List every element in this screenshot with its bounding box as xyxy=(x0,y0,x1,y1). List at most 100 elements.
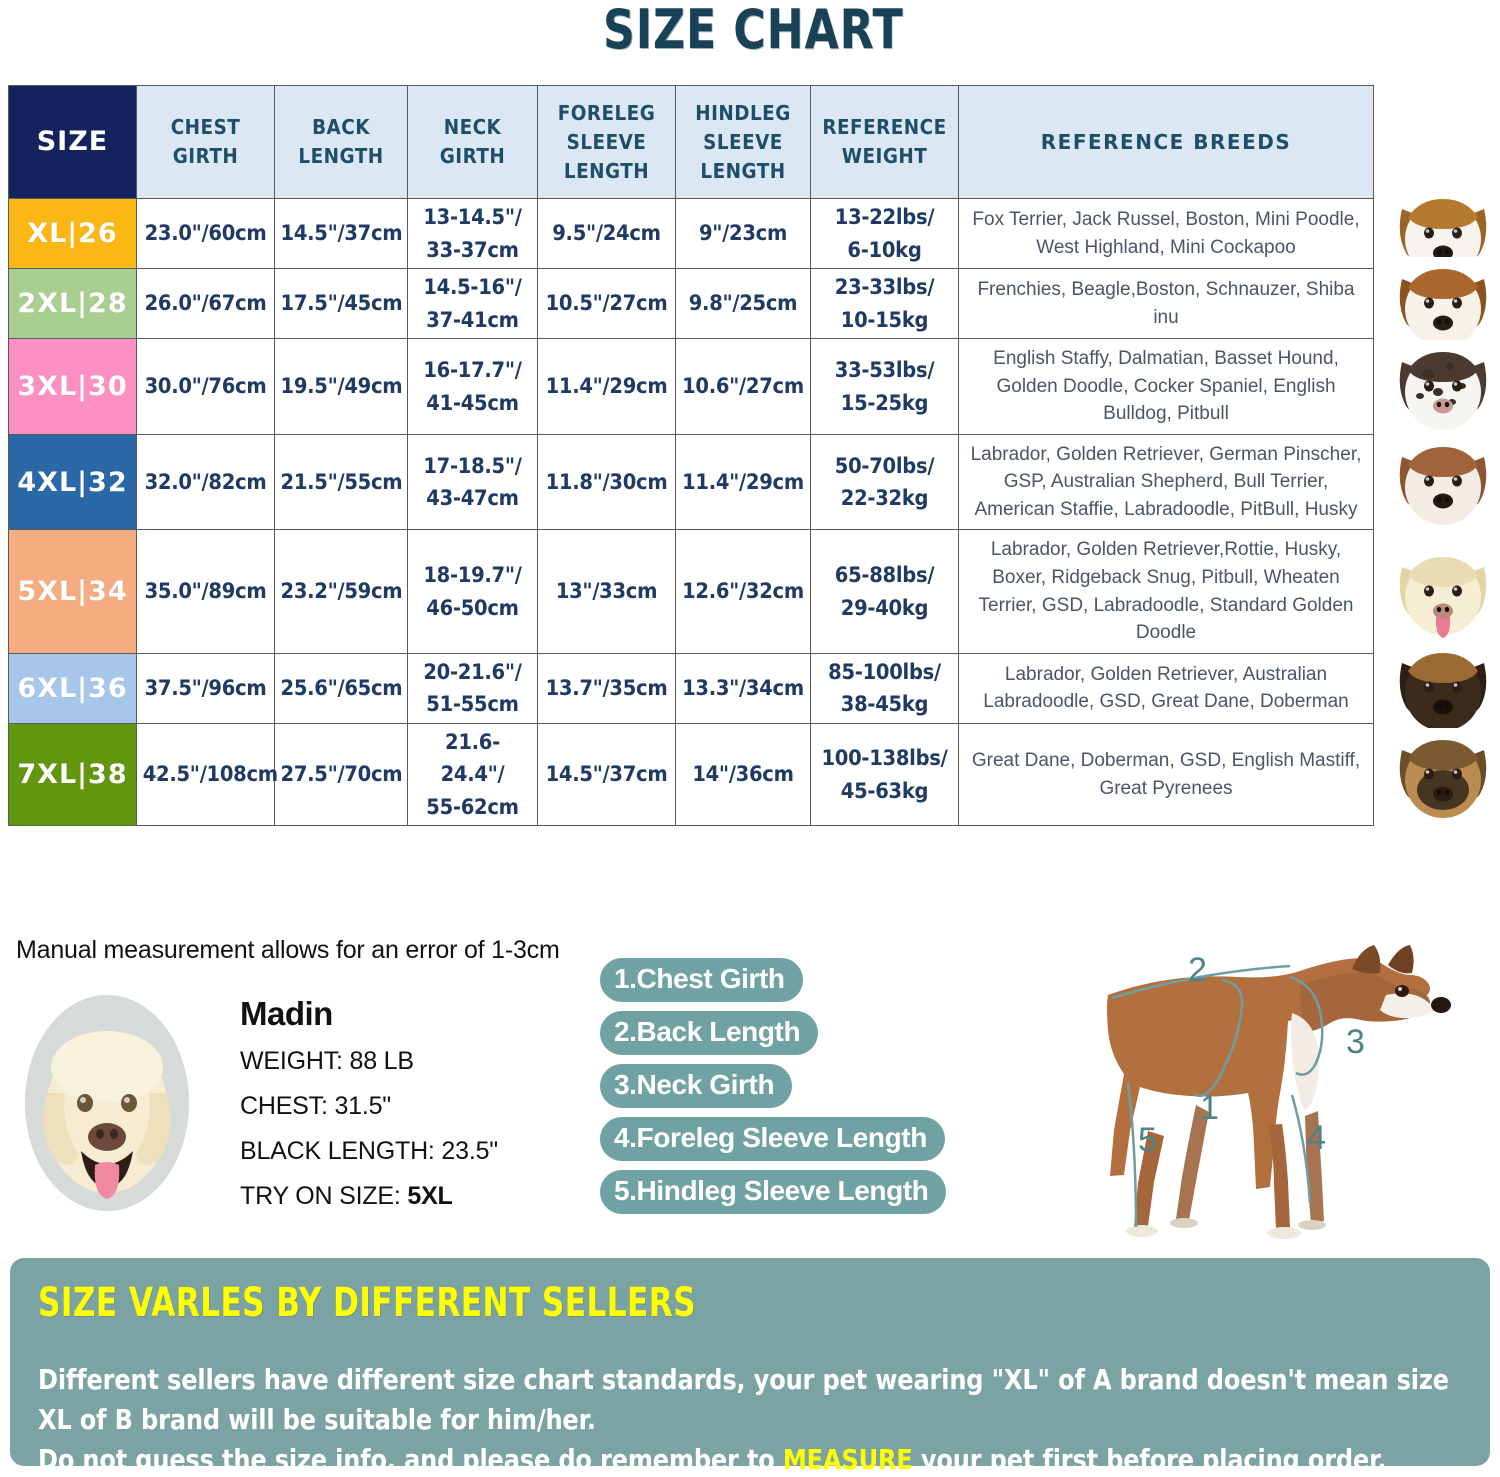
foreleg-line xyxy=(1290,1094,1312,1204)
header-row: SIZE CHEST GIRTH BACK LENGTH NECK GIRTH xyxy=(8,85,1374,199)
back-length-cell: 27.5"/70cm xyxy=(274,722,408,827)
header-line: GIRTH xyxy=(172,144,239,168)
size-label-cell: 4XL|32 xyxy=(8,433,137,531)
disclaimer-line-3-a: Do not guess the size info, and please d… xyxy=(38,1442,783,1476)
neck-girth-cell: 13-14.5"/33-37cm xyxy=(407,197,538,270)
chest-girth-cell: 26.0"/67cm xyxy=(136,268,275,340)
chest-girth-cell: 35.0"/89cm xyxy=(136,529,275,654)
size-label-cell: 7XL|38 xyxy=(8,722,137,827)
header-line: LENGTH xyxy=(298,144,384,168)
size-label-cell: XL|26 xyxy=(8,197,137,270)
chest-girth-cell: 37.5"/96cm xyxy=(136,652,275,724)
foreleg-sleeve-cell: 13.7"/35cm xyxy=(537,652,676,724)
chest-girth-cell: 42.5"/108cm xyxy=(136,722,278,827)
header-line: LENGTH xyxy=(700,158,786,183)
size-label-cell: 6XL|36 xyxy=(8,652,137,724)
back-length-cell: 19.5"/49cm xyxy=(274,338,408,435)
diagram-marker-2: 2 xyxy=(1188,951,1207,989)
legend-pill-3: 3.Neck Girth xyxy=(600,1064,793,1108)
size-label-cell: 2XL|28 xyxy=(8,268,137,340)
hindleg-sleeve-cell: 14"/36cm xyxy=(675,722,811,827)
back-length-cell: 25.6"/65cm xyxy=(274,652,408,724)
foreleg-sleeve-cell: 13"/33cm xyxy=(537,529,676,654)
neck-girth-cell: 20-21.6"/51-55cm xyxy=(407,652,538,724)
back-length-cell: 21.5"/55cm xyxy=(274,433,408,531)
reference-weight-cell: 23-33lbs/10-15kg xyxy=(810,268,959,340)
disclaimer-line-1: Different sellers have different size ch… xyxy=(38,1363,1449,1396)
neck-girth-loop xyxy=(1289,975,1324,1076)
column-header-back-length: BACK LENGTH xyxy=(274,85,408,199)
header-line: WEIGHT xyxy=(841,144,928,168)
table-row: 4XL|32 32.0"/82cm 21.5"/55cm 17-18.5"/43-47… xyxy=(8,433,1374,531)
header-line: CHEST xyxy=(170,115,241,139)
column-header-chest-girth: CHEST GIRTH xyxy=(136,85,275,199)
disclaimer-measure-highlight: MEASURE xyxy=(782,1442,913,1476)
table-row: 6XL|36 37.5"/96cm 25.6"/65cm 20-21.6"/51-55… xyxy=(8,652,1374,724)
header-line: BACK xyxy=(312,115,370,139)
profile-weight: WEIGHT: 88 LB xyxy=(240,1047,414,1075)
reference-weight-cell: 33-53lbs/15-25kg xyxy=(810,338,959,435)
breed-photo-gsd-icon xyxy=(1384,641,1500,736)
chest-girth-cell: 32.0"/82cm xyxy=(136,433,275,531)
hindleg-sleeve-cell: 9.8"/25cm xyxy=(675,268,811,340)
reference-weight-cell: 100-138lbs/45-63kg xyxy=(810,722,959,827)
dog-measurement-diagram: 2 3 1 4 5 xyxy=(1000,935,1500,1250)
header-line: SLEEVE xyxy=(703,129,783,154)
legend-pill-4: 4.Foreleg Sleeve Length xyxy=(600,1117,945,1161)
table-row: 7XL|38 42.5"/108cm 27.5"/70cm 21.6-24.4"/55… xyxy=(8,722,1374,827)
hindleg-sleeve-cell: 12.6"/32cm xyxy=(675,529,811,654)
header-line: REFERENCE xyxy=(822,115,947,139)
labrador-portrait-icon xyxy=(25,995,189,1211)
table-row: XL|26 23.0"/60cm 14.5"/37cm 13-14.5"/33-37c… xyxy=(8,197,1374,270)
legend-pill-5: 5.Hindleg Sleeve Length xyxy=(600,1170,947,1214)
table-header: SIZE CHEST GIRTH BACK LENGTH NECK GIRTH xyxy=(8,85,1374,199)
disclaimer-line-3: Do not guess the size info, and please d… xyxy=(38,1440,1459,1477)
foreleg-sleeve-cell: 11.8"/30cm xyxy=(537,433,676,531)
column-header-size: SIZE xyxy=(8,85,137,199)
reference-weight-cell: 50-70lbs/22-32kg xyxy=(810,433,959,531)
header-line: SLEEVE xyxy=(566,129,647,154)
measurement-lines xyxy=(1111,964,1324,1228)
back-length-cell: 17.5"/45cm xyxy=(274,268,408,340)
legend-pill-1: 1.Chest Girth xyxy=(600,958,803,1002)
disclaimer-body: Different sellers have different size ch… xyxy=(38,1360,1459,1477)
hindleg-sleeve-cell: 9"/23cm xyxy=(675,197,811,270)
disclaimer-line-3-b: your pet first before placing order. xyxy=(912,1442,1387,1476)
breed-photo-labrador-icon xyxy=(1384,544,1500,639)
diagram-markers: 2 3 1 4 5 xyxy=(1138,951,1365,1159)
column-header-hindleg-sleeve-length: HINDLEG SLEEVE LENGTH xyxy=(675,85,811,199)
disclaimer-banner: SIZE VARLES BY DIFFERENT SELLERS Differe… xyxy=(10,1258,1490,1476)
header-line: NECK xyxy=(443,115,502,139)
hindleg-line xyxy=(1126,1082,1138,1228)
dog-body-shape xyxy=(1107,945,1451,1239)
profile-name: Madin xyxy=(240,995,333,1032)
dog-side-view-illustration: 2 3 1 4 5 xyxy=(1107,945,1451,1239)
table-row: 2XL|28 26.0"/67cm 17.5"/45cm 14.5-16"/37-41… xyxy=(8,268,1374,340)
size-label-cell: 5XL|34 xyxy=(8,529,137,654)
table-body: XL|26 23.0"/60cm 14.5"/37cm 13-14.5"/33-37c… xyxy=(8,197,1374,827)
foreleg-sleeve-cell: 14.5"/37cm xyxy=(537,722,676,827)
reference-breeds-cell: Frenchies, Beagle,Boston, Schnauzer, Shi… xyxy=(958,268,1374,340)
profile-chest: CHEST: 31.5" xyxy=(240,1092,391,1120)
chest-girth-cell: 23.0"/60cm xyxy=(136,197,275,270)
breed-photo-dalmatian-icon xyxy=(1384,339,1500,434)
hindleg-sleeve-cell: 13.3"/34cm xyxy=(675,652,811,724)
chest-girth-cell: 30.0"/76cm xyxy=(136,338,275,435)
profile-back-length: BLACK LENGTH: 23.5" xyxy=(240,1137,498,1165)
diagram-marker-1: 1 xyxy=(1200,1089,1219,1127)
foreleg-sleeve-cell: 10.5"/27cm xyxy=(537,268,676,340)
breed-photo-mastiff-icon xyxy=(1384,727,1500,822)
column-header-reference-weight: REFERENCE WEIGHT xyxy=(810,85,959,199)
neck-girth-cell: 14.5-16"/37-41cm xyxy=(407,268,538,340)
reference-breeds-cell: Labrador, Golden Retriever, Australian L… xyxy=(958,652,1374,724)
breed-photo-beagle-icon xyxy=(1384,256,1500,351)
neck-girth-cell: 17-18.5"/43-47cm xyxy=(407,433,538,531)
hindleg-sleeve-cell: 11.4"/29cm xyxy=(675,433,811,531)
reference-breeds-cell: Labrador, Golden Retriever,Rottie, Husky… xyxy=(958,529,1374,654)
disclaimer-line-2: XL of B brand will be suitable for him/h… xyxy=(38,1402,596,1436)
reference-breeds-cell: Labrador, Golden Retriever, German Pinsc… xyxy=(958,433,1374,531)
column-header-reference-breeds: REFERENCE BREEDS xyxy=(958,85,1374,199)
back-length-line xyxy=(1111,964,1291,1000)
hindleg-sleeve-cell: 10.6"/27cm xyxy=(675,338,811,435)
